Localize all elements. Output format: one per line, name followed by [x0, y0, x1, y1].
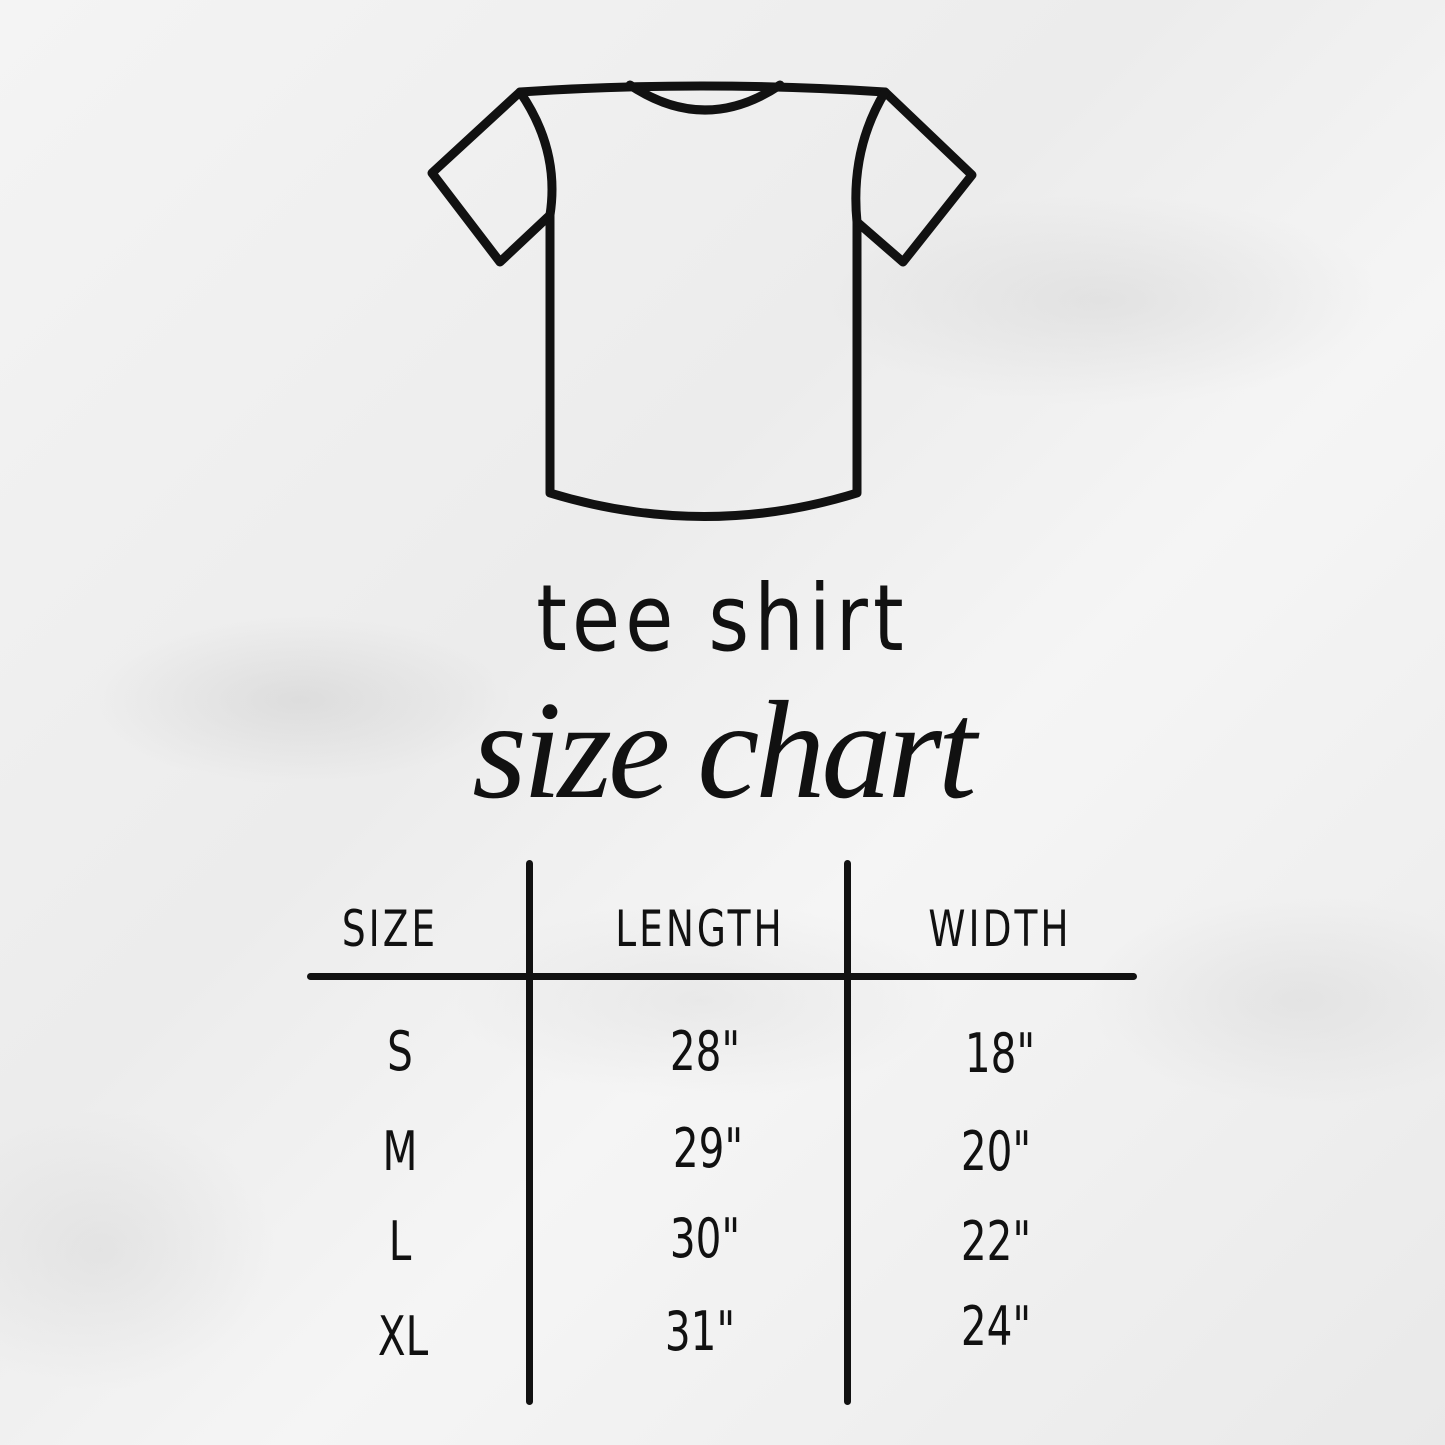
- header-divider: [307, 973, 1137, 980]
- header-width: WIDTH: [928, 900, 1072, 958]
- length-cell: 31": [664, 1300, 736, 1363]
- width-cell: 22": [960, 1210, 1032, 1273]
- size-cell: M: [382, 1120, 418, 1183]
- header-size: SIZE: [341, 900, 439, 958]
- title-tee-shirt: tee shirt: [536, 565, 909, 672]
- size-cell: XL: [377, 1305, 429, 1368]
- length-cell: 28": [669, 1020, 741, 1083]
- header-length: LENGTH: [615, 900, 785, 958]
- width-cell: 24": [960, 1295, 1032, 1358]
- size-cell: S: [387, 1020, 413, 1083]
- width-cell: 20": [960, 1120, 1032, 1183]
- width-cell: 18": [964, 1022, 1036, 1085]
- length-cell: 29": [672, 1117, 744, 1180]
- size-cell: L: [388, 1210, 412, 1273]
- column-divider: [526, 860, 533, 1405]
- length-cell: 30": [669, 1207, 741, 1270]
- t-shirt-icon: [427, 80, 977, 521]
- column-divider: [844, 860, 851, 1405]
- title-size-chart: size chart: [472, 673, 977, 828]
